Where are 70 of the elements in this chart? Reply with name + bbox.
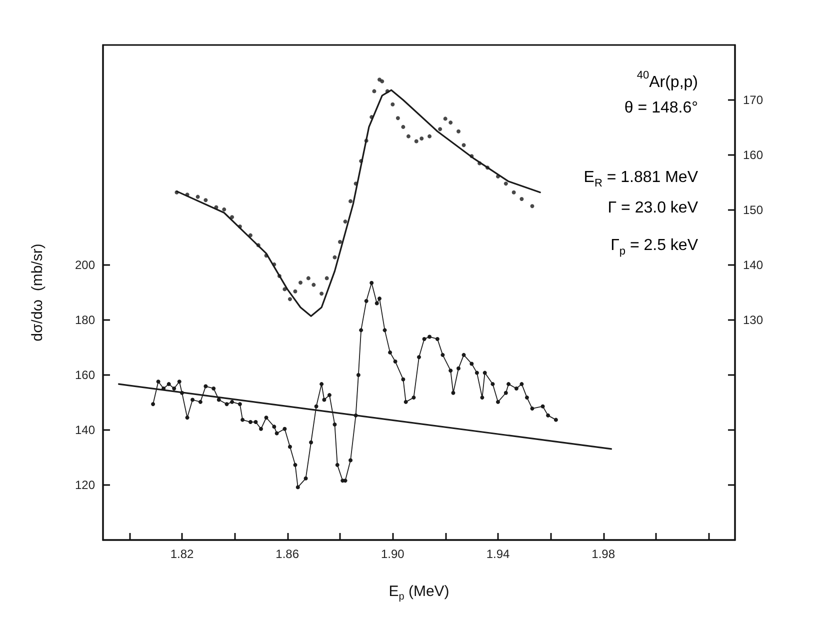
point bbox=[272, 262, 276, 266]
point bbox=[414, 139, 418, 144]
y2-tick-label: 150 bbox=[743, 203, 764, 217]
point bbox=[320, 292, 324, 296]
point bbox=[520, 197, 524, 201]
point bbox=[462, 143, 466, 148]
point bbox=[385, 89, 390, 94]
y-tick-label: 180 bbox=[74, 313, 96, 327]
y-tick-label: 160 bbox=[74, 368, 96, 382]
point bbox=[343, 220, 348, 224]
point bbox=[264, 254, 268, 258]
y-tick-label: 120 bbox=[74, 478, 96, 492]
annotation: Γ = 23.0 keV bbox=[608, 200, 698, 216]
point bbox=[248, 233, 252, 238]
point bbox=[504, 182, 508, 186]
point bbox=[204, 198, 208, 202]
x-tick-label: 1.86 bbox=[276, 547, 300, 561]
point bbox=[282, 287, 287, 292]
point bbox=[406, 134, 410, 138]
point bbox=[420, 136, 424, 140]
point bbox=[530, 204, 534, 208]
point bbox=[298, 280, 302, 285]
y-axis-title: dσ/dω (mb/sr) bbox=[29, 244, 46, 342]
y2-tick-label: 170 bbox=[743, 93, 764, 107]
x-tick-label: 1.90 bbox=[380, 547, 405, 561]
point bbox=[372, 89, 376, 94]
point bbox=[359, 159, 364, 164]
point bbox=[185, 192, 190, 197]
x-tick-label: 1.94 bbox=[486, 547, 510, 561]
point bbox=[293, 289, 298, 294]
point bbox=[470, 154, 474, 158]
point bbox=[378, 78, 382, 82]
point bbox=[390, 102, 395, 106]
point bbox=[396, 116, 400, 120]
point bbox=[238, 224, 242, 228]
point bbox=[456, 129, 460, 134]
point bbox=[512, 190, 516, 194]
point bbox=[230, 215, 234, 220]
point bbox=[478, 161, 482, 166]
x-tick-label: 1.82 bbox=[170, 547, 194, 561]
point bbox=[214, 205, 218, 210]
point bbox=[443, 116, 448, 121]
point bbox=[288, 297, 292, 302]
point bbox=[277, 274, 282, 278]
point bbox=[485, 166, 490, 170]
point bbox=[222, 207, 226, 212]
x-tick-label: 1.98 bbox=[592, 547, 616, 561]
point bbox=[338, 240, 342, 244]
point bbox=[324, 276, 329, 280]
point bbox=[174, 190, 179, 194]
point bbox=[380, 79, 384, 84]
line-series bbox=[176, 89, 541, 317]
point bbox=[401, 124, 406, 129]
point bbox=[348, 199, 353, 204]
point bbox=[448, 120, 453, 125]
point bbox=[256, 243, 260, 248]
y2-tick-label: 130 bbox=[743, 313, 764, 327]
y2-tick-label: 140 bbox=[743, 258, 764, 272]
point bbox=[306, 276, 310, 280]
annotation: θ = 148.6° bbox=[624, 100, 698, 116]
point bbox=[438, 127, 442, 132]
point bbox=[364, 138, 368, 143]
point bbox=[312, 282, 316, 287]
y-tick-label: 200 bbox=[74, 258, 96, 272]
point bbox=[496, 174, 500, 178]
point bbox=[196, 194, 200, 199]
point bbox=[428, 134, 432, 138]
point bbox=[332, 255, 337, 260]
y-tick-label: 140 bbox=[74, 423, 96, 437]
y2-tick-label: 160 bbox=[743, 148, 764, 162]
